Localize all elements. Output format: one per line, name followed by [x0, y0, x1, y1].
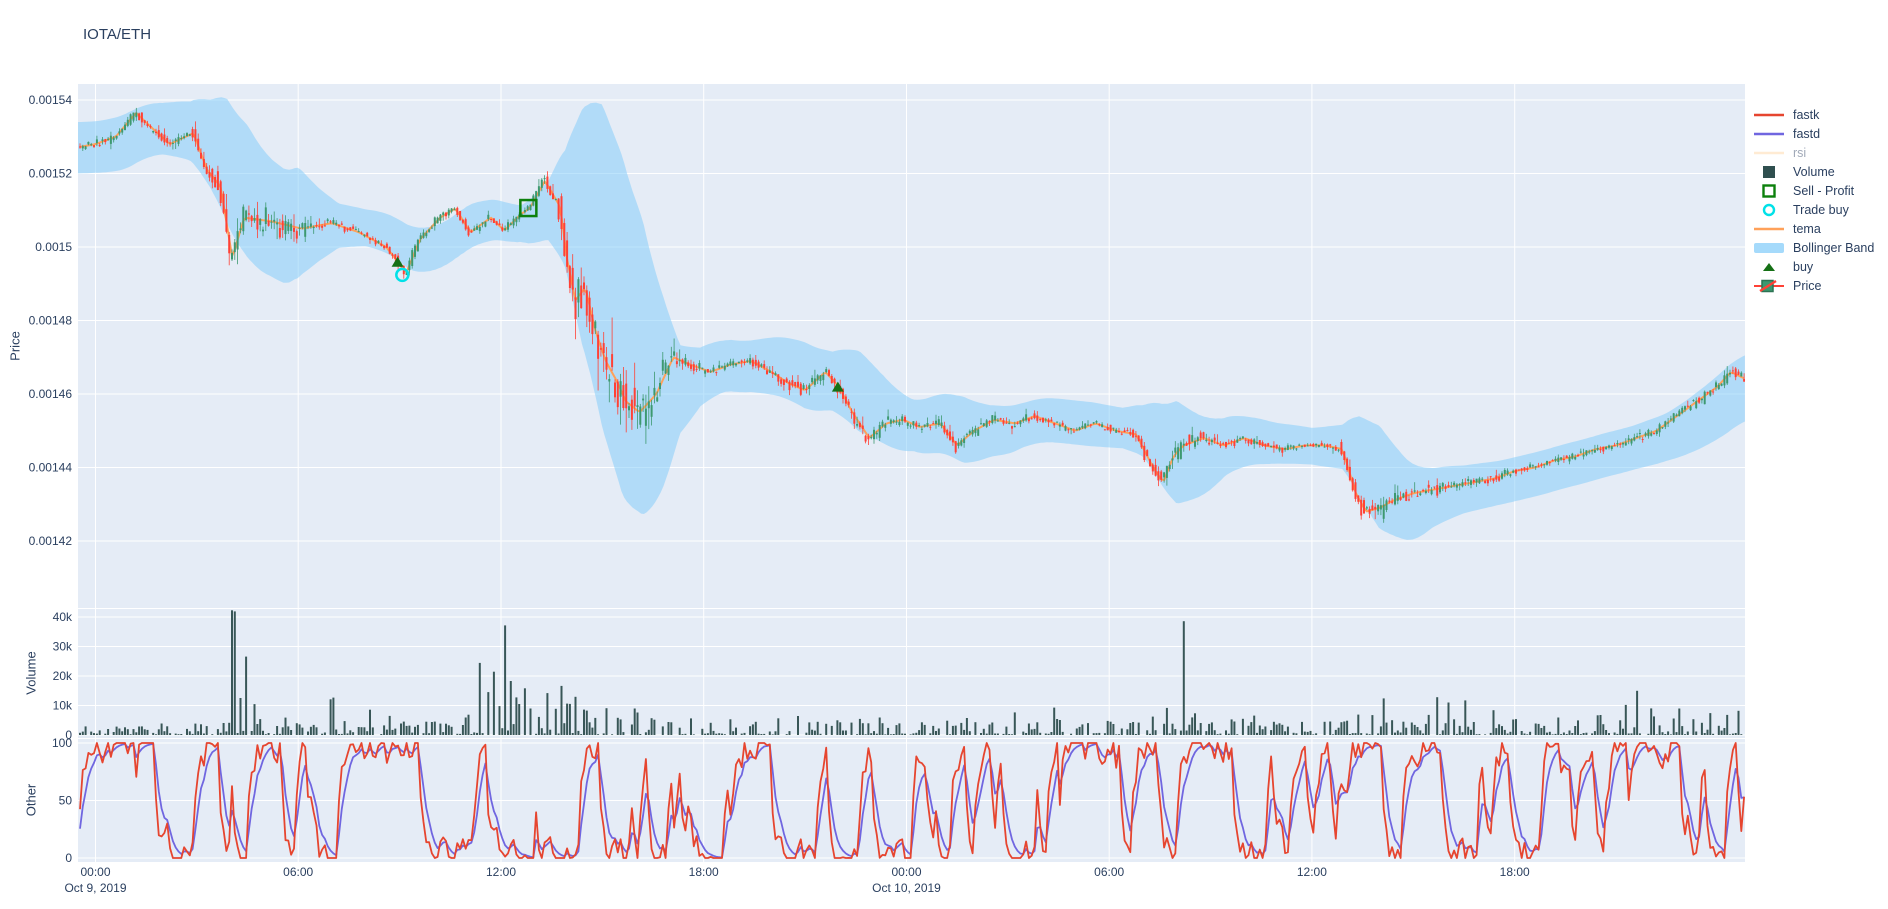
svg-text:00:00: 00:00	[891, 865, 921, 879]
legend-swatch-fastk	[1753, 108, 1785, 122]
legend-label-sell-profit: Sell - Profit	[1793, 183, 1855, 198]
legend-swatch-price	[1753, 279, 1785, 293]
axis-tick-labels: 0.00154 0.00152 0.0015 0.00148 0.00146 0.0014…	[29, 93, 1530, 895]
svg-text:00:00: 00:00	[80, 865, 110, 879]
legend-swatch-bollinger-band	[1753, 241, 1785, 255]
legend-swatch-trade-buy	[1753, 203, 1785, 217]
legend: fastk fastd rsi Volume Sell - Profit Trade bu…	[1753, 105, 1874, 295]
legend-label-volume: Volume	[1793, 164, 1835, 179]
legend-label-fastd: fastd	[1793, 126, 1821, 141]
legend-item-bollinger-band[interactable]: Bollinger Band	[1753, 238, 1874, 257]
bollinger-band	[78, 97, 1745, 540]
svg-text:18:00: 18:00	[1500, 865, 1530, 879]
sell-profit-marker	[519, 198, 538, 218]
legend-swatch-tema	[1753, 222, 1785, 236]
svg-text:Oct 10, 2019: Oct 10, 2019	[872, 881, 941, 895]
buy-marker	[391, 256, 404, 267]
legend-item-buy[interactable]: buy	[1753, 257, 1874, 276]
volume-bars	[79, 610, 1743, 735]
legend-item-volume[interactable]: Volume	[1753, 162, 1874, 181]
buy-marker	[831, 381, 844, 392]
legend-swatch-sell-profit	[1753, 183, 1785, 198]
legend-label-tema: tema	[1793, 221, 1821, 236]
svg-text:20k: 20k	[53, 669, 73, 683]
legend-swatch-volume	[1753, 165, 1785, 179]
svg-text:0.0015: 0.0015	[35, 240, 72, 254]
svg-text:100: 100	[52, 736, 72, 750]
legend-item-tema[interactable]: tema	[1753, 219, 1874, 238]
legend-item-price[interactable]: Price	[1753, 276, 1874, 295]
legend-label-trade-buy: Trade buy	[1793, 202, 1849, 217]
svg-text:30k: 30k	[53, 640, 73, 654]
price-candles	[79, 107, 1745, 523]
svg-text:12:00: 12:00	[486, 865, 516, 879]
legend-item-sell-profit[interactable]: Sell - Profit	[1753, 181, 1874, 200]
legend-label-bollinger-band: Bollinger Band	[1793, 240, 1875, 255]
legend-label-fastk: fastk	[1793, 107, 1820, 122]
svg-text:10k: 10k	[53, 699, 73, 713]
legend-label-rsi: rsi	[1793, 145, 1807, 160]
tema-line	[79, 112, 1745, 513]
legend-item-rsi[interactable]: rsi	[1753, 143, 1874, 162]
legend-swatch-fastd	[1753, 127, 1785, 141]
legend-item-fastd[interactable]: fastd	[1753, 124, 1874, 143]
svg-text:0: 0	[65, 851, 72, 865]
legend-swatch-buy	[1753, 260, 1785, 274]
svg-text:18:00: 18:00	[689, 865, 719, 879]
svg-text:12:00: 12:00	[1297, 865, 1327, 879]
svg-text:0.00152: 0.00152	[29, 167, 73, 181]
legend-label-price: Price	[1793, 278, 1822, 293]
trade-buy-marker	[395, 267, 410, 283]
svg-text:Oct 9, 2019: Oct 9, 2019	[64, 881, 126, 895]
svg-text:50: 50	[59, 794, 73, 808]
svg-text:0.00148: 0.00148	[29, 314, 73, 328]
svg-text:06:00: 06:00	[283, 865, 313, 879]
legend-label-buy: buy	[1793, 259, 1814, 274]
svg-text:0: 0	[65, 728, 72, 742]
svg-text:0.00146: 0.00146	[29, 387, 73, 401]
svg-text:06:00: 06:00	[1094, 865, 1124, 879]
svg-text:0.00154: 0.00154	[29, 93, 73, 107]
svg-text:0.00142: 0.00142	[29, 534, 73, 548]
trade-markers	[391, 198, 844, 392]
legend-item-fastk[interactable]: fastk	[1753, 105, 1874, 124]
chart-title: IOTA/ETH	[83, 26, 152, 43]
svg-text:40k: 40k	[53, 610, 73, 624]
legend-swatch-rsi	[1753, 146, 1785, 160]
legend-item-trade-buy[interactable]: Trade buy	[1753, 200, 1874, 219]
svg-text:0.00144: 0.00144	[29, 461, 73, 475]
oscillator-lines	[79, 742, 1745, 859]
